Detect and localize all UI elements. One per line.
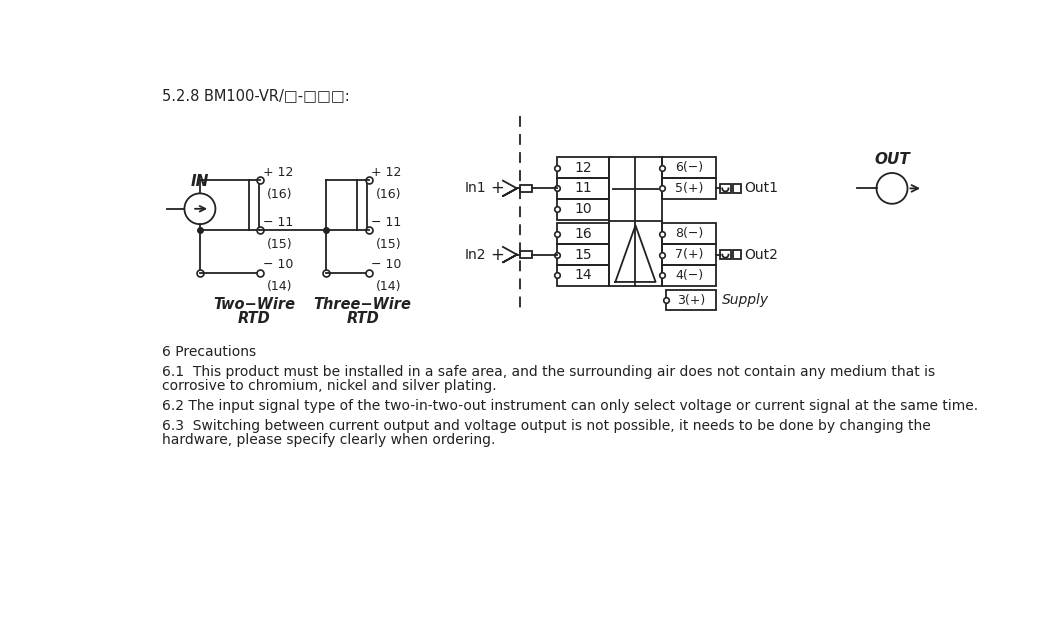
Text: 4(−): 4(−) xyxy=(675,269,703,282)
Text: − 10: − 10 xyxy=(371,258,402,271)
Text: 3(+): 3(+) xyxy=(676,294,705,307)
Bar xyxy=(558,223,610,244)
Bar xyxy=(661,178,717,199)
Text: − 11: − 11 xyxy=(371,216,402,229)
Bar xyxy=(734,250,741,259)
Text: 5(+): 5(+) xyxy=(675,182,703,195)
Text: 11: 11 xyxy=(575,181,593,196)
Text: In1: In1 xyxy=(464,181,485,196)
Text: +: + xyxy=(491,180,505,197)
Text: (14): (14) xyxy=(267,280,293,294)
Text: (14): (14) xyxy=(376,280,402,294)
Text: +: + xyxy=(491,246,505,263)
Bar xyxy=(520,184,532,193)
Text: 14: 14 xyxy=(575,268,591,283)
Bar xyxy=(610,157,661,286)
Text: 8(−): 8(−) xyxy=(675,227,703,240)
Bar xyxy=(558,244,610,265)
Text: Supply: Supply xyxy=(722,293,770,307)
Bar xyxy=(558,199,610,220)
Text: Three−Wire: Three−Wire xyxy=(314,297,411,312)
Text: − 11: − 11 xyxy=(263,216,293,229)
Text: − 10: − 10 xyxy=(263,258,293,271)
Text: hardware, please specify clearly when ordering.: hardware, please specify clearly when or… xyxy=(162,433,495,447)
Text: RTD: RTD xyxy=(347,311,379,326)
Bar xyxy=(558,265,610,286)
Text: Two−Wire: Two−Wire xyxy=(213,297,295,312)
Text: 6 Precautions: 6 Precautions xyxy=(162,345,257,359)
Text: (16): (16) xyxy=(376,188,402,201)
Bar xyxy=(734,184,741,193)
Bar xyxy=(558,157,610,178)
Bar xyxy=(520,251,532,259)
Bar xyxy=(661,244,717,265)
Text: In2: In2 xyxy=(464,247,485,262)
Text: RTD: RTD xyxy=(237,311,270,326)
Text: 6.3  Switching between current output and voltage output is not possible, it nee: 6.3 Switching between current output and… xyxy=(162,419,931,433)
Text: 15: 15 xyxy=(575,247,591,262)
Text: 5.2.8 BM100-VR/□-□□□:: 5.2.8 BM100-VR/□-□□□: xyxy=(162,88,350,103)
Text: IN: IN xyxy=(191,174,209,189)
Text: + 12: + 12 xyxy=(371,166,402,179)
Bar xyxy=(720,184,730,193)
Text: 7(+): 7(+) xyxy=(675,248,703,261)
Text: Out1: Out1 xyxy=(744,181,778,196)
Bar xyxy=(249,180,259,230)
Bar xyxy=(720,250,730,259)
Text: 6(−): 6(−) xyxy=(675,161,703,174)
Text: corrosive to chromium, nickel and silver plating.: corrosive to chromium, nickel and silver… xyxy=(162,379,496,393)
Bar xyxy=(661,157,717,178)
Text: + 12: + 12 xyxy=(263,166,293,179)
Text: (16): (16) xyxy=(267,188,293,201)
Text: 6.1  This product must be installed in a safe area, and the surrounding air does: 6.1 This product must be installed in a … xyxy=(162,365,935,379)
Bar xyxy=(661,265,717,286)
Text: Out2: Out2 xyxy=(744,247,778,262)
Bar xyxy=(357,180,368,230)
Text: 16: 16 xyxy=(575,227,593,241)
Bar xyxy=(558,178,610,199)
Text: (15): (15) xyxy=(267,238,293,251)
Text: OUT: OUT xyxy=(874,152,909,167)
Text: 12: 12 xyxy=(575,160,591,175)
Text: 6.2 The input signal type of the two-in-two-out instrument can only select volta: 6.2 The input signal type of the two-in-… xyxy=(162,399,978,413)
Text: 10: 10 xyxy=(575,202,591,216)
Text: (15): (15) xyxy=(376,238,402,251)
Bar xyxy=(666,289,717,310)
Bar xyxy=(661,223,717,244)
